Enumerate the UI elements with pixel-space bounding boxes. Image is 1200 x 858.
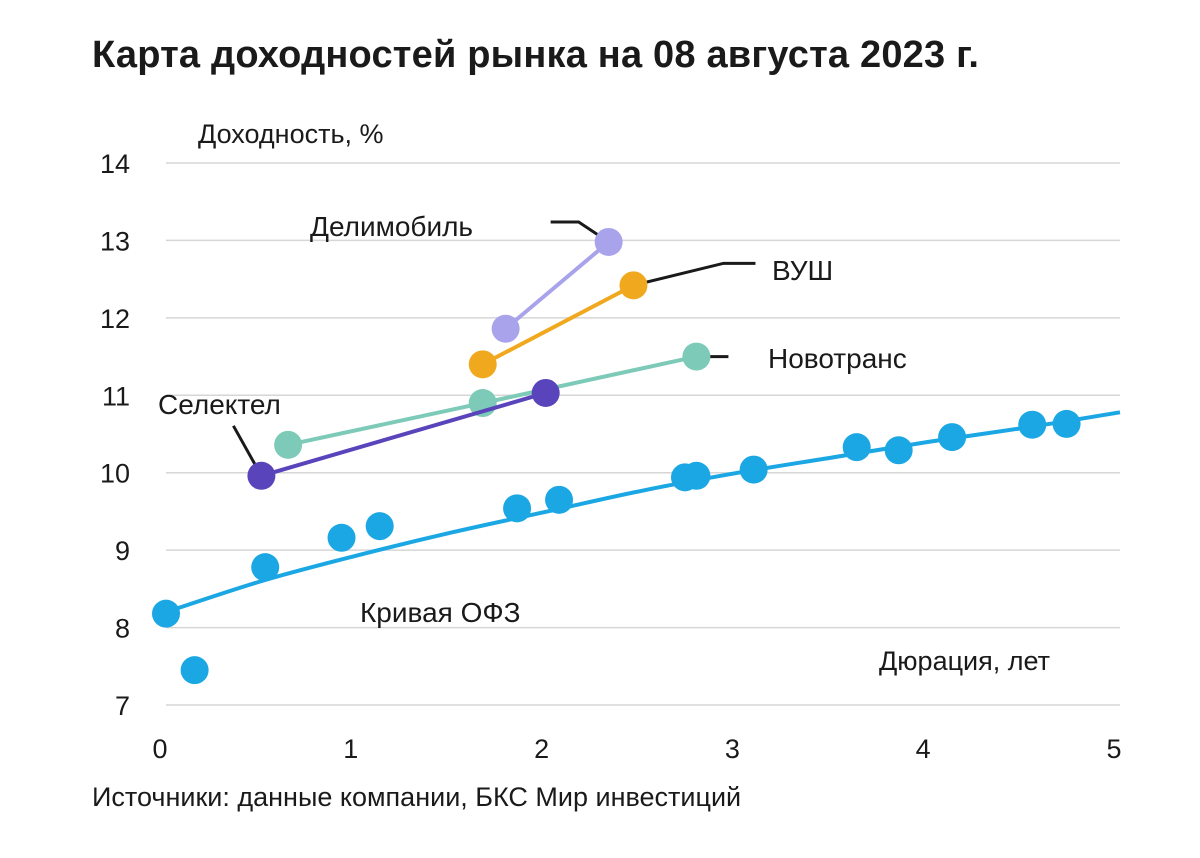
x-tick-label: 5 xyxy=(1106,734,1121,764)
series-line xyxy=(481,283,635,367)
data-point xyxy=(503,494,532,523)
data-point xyxy=(531,378,560,407)
data-point xyxy=(619,271,648,300)
data-point xyxy=(1018,410,1047,439)
x-tick-label: 2 xyxy=(534,734,549,764)
data-point xyxy=(842,433,871,462)
data-point xyxy=(251,553,280,582)
data-point xyxy=(152,599,180,628)
series-ВУШ xyxy=(468,271,648,379)
data-point xyxy=(491,314,520,343)
series-Селектел xyxy=(247,378,560,490)
y-tick-label: 14 xyxy=(100,149,130,179)
series-Делимобиль xyxy=(491,227,623,343)
data-point xyxy=(682,461,711,490)
series-Кривая ОФЗ xyxy=(152,409,1081,685)
series-line xyxy=(260,391,547,478)
data-point xyxy=(545,485,574,514)
annotation-vush: ВУШ xyxy=(772,255,833,286)
x-tick-label: 3 xyxy=(725,734,740,764)
data-point xyxy=(594,227,623,256)
source-note: Источники: данные компании, БКС Мир инве… xyxy=(92,782,742,812)
leader-line xyxy=(633,261,756,287)
y-tick-label: 11 xyxy=(102,381,130,411)
x-tick-label: 4 xyxy=(916,734,931,764)
y-tick-label: 12 xyxy=(100,304,130,334)
x-tick-label: 0 xyxy=(152,734,167,764)
data-point xyxy=(365,512,394,541)
x-axis-label: Дюрация, лет xyxy=(879,646,1050,676)
data-point xyxy=(468,350,497,379)
y-tick-label: 9 xyxy=(115,536,130,566)
x-axis-ticks: 0 1 2 3 4 5 xyxy=(152,734,1121,764)
data-point xyxy=(274,430,303,459)
data-point xyxy=(247,461,276,490)
data-point xyxy=(682,342,711,371)
y-tick-label: 8 xyxy=(115,614,130,644)
chart-title: Карта доходностей рынка на 08 августа 20… xyxy=(92,34,980,76)
series-line xyxy=(504,240,610,331)
ofz-curve-label: Кривая ОФЗ xyxy=(360,597,521,628)
y-tick-label: 13 xyxy=(100,226,130,256)
y-axis-ticks: 7 8 9 10 11 12 13 14 xyxy=(100,149,130,721)
data-point xyxy=(884,436,913,465)
data-point xyxy=(180,656,209,685)
data-point xyxy=(327,523,356,552)
data-point xyxy=(739,455,768,484)
y-axis-label: Доходность, % xyxy=(198,119,384,149)
series-group xyxy=(152,227,1081,685)
grid-lines xyxy=(166,162,1120,706)
annotation-selectel: Селектел xyxy=(158,389,281,420)
annotation-novotrans: Новотранс xyxy=(768,343,907,374)
data-point xyxy=(938,423,967,452)
x-tick-label: 1 xyxy=(343,734,358,764)
y-tick-label: 7 xyxy=(115,691,130,721)
y-tick-label: 10 xyxy=(100,459,130,489)
data-point xyxy=(1052,409,1081,438)
annotation-delimobil: Делимобиль xyxy=(310,211,473,242)
